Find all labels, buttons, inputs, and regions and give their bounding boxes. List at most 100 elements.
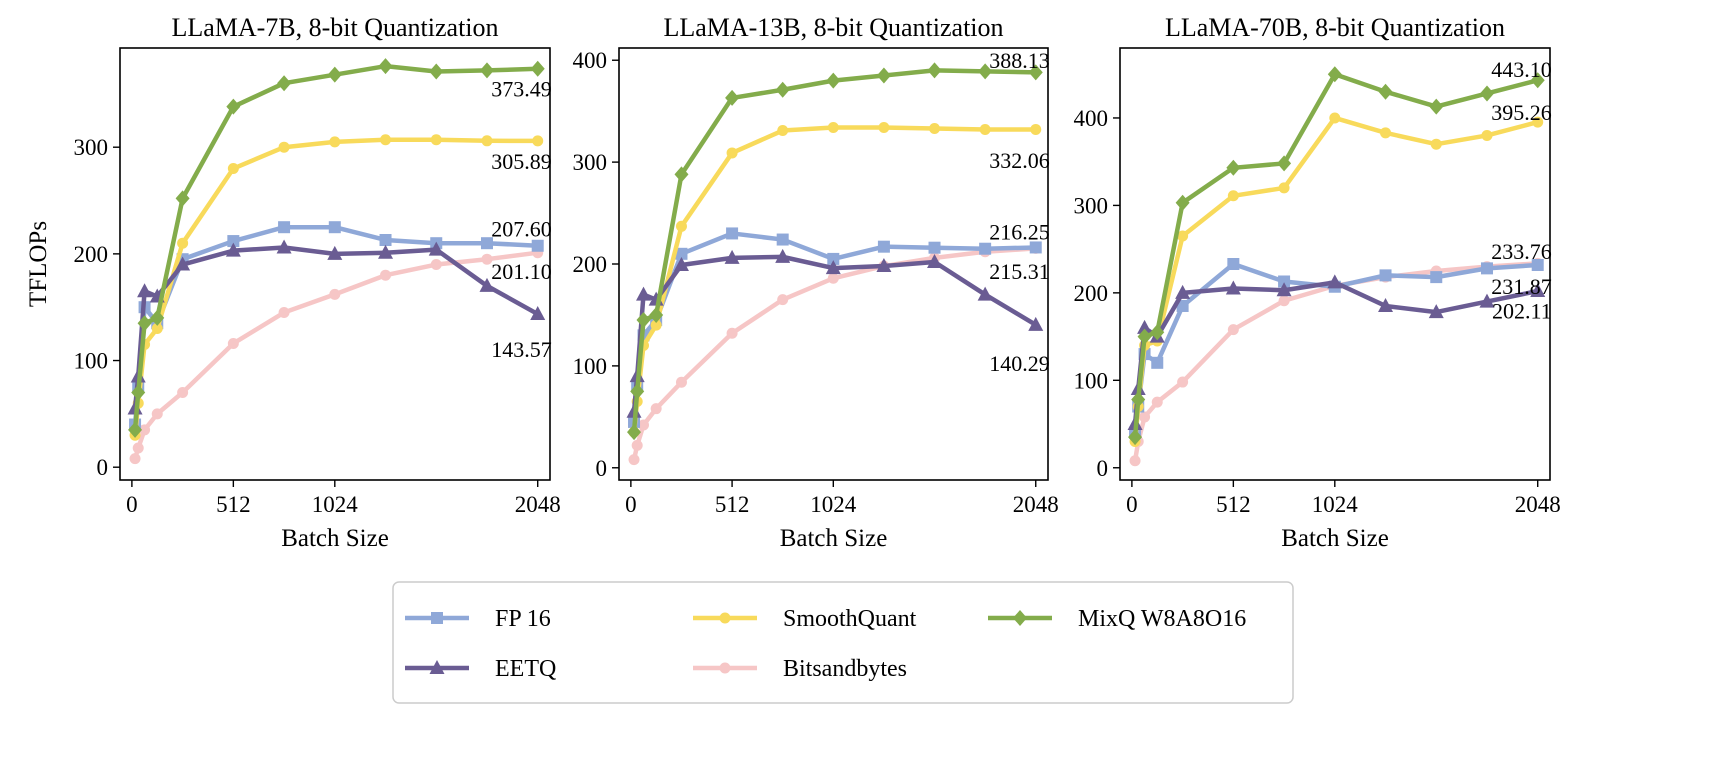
- data-point: [137, 283, 153, 298]
- data-point: [430, 259, 442, 271]
- data-point: [1151, 396, 1163, 408]
- series-line: [132, 245, 539, 409]
- data-point: [175, 256, 191, 271]
- data-point: [827, 121, 839, 133]
- x-axis-label: Batch Size: [780, 525, 888, 552]
- data-point: [480, 237, 493, 250]
- data-point: [1479, 293, 1495, 308]
- data-point: [131, 384, 146, 401]
- data-label: 395.26: [1491, 100, 1552, 125]
- data-label: 373.49: [491, 77, 552, 102]
- data-point: [628, 454, 640, 466]
- data-point: [1430, 271, 1443, 284]
- data-point: [129, 453, 141, 465]
- y-tick-label: 0: [97, 455, 109, 480]
- chart-title: LLaMA-13B, 8-bit Quantization: [663, 13, 1003, 42]
- data-point: [429, 63, 444, 80]
- legend-marker: [1013, 610, 1027, 626]
- data-point: [531, 239, 544, 252]
- series-eetq: [626, 248, 1044, 418]
- y-tick-label: 400: [573, 48, 608, 73]
- data-point: [1530, 283, 1546, 298]
- data-point: [726, 327, 738, 339]
- data-point: [1278, 275, 1291, 288]
- data-point: [278, 141, 290, 153]
- data-label: 215.31: [989, 259, 1050, 284]
- x-axis-label: Batch Size: [1281, 525, 1389, 552]
- legend-item-smoothquant: SmoothQuant: [693, 606, 917, 632]
- data-point: [1030, 123, 1042, 135]
- data-point: [1378, 83, 1393, 100]
- data-point: [150, 309, 165, 326]
- y-tick-label: 300: [573, 150, 608, 175]
- x-tick-label: 0: [1126, 492, 1138, 517]
- data-point: [1175, 194, 1190, 211]
- data-point: [1177, 230, 1189, 242]
- data-point: [1128, 429, 1143, 446]
- data-point: [327, 66, 342, 83]
- data-point: [1225, 280, 1241, 295]
- data-point: [1226, 159, 1241, 176]
- series-line: [132, 137, 538, 436]
- data-point: [777, 294, 789, 306]
- data-label: 207.60: [491, 216, 552, 241]
- legend-marker: [431, 612, 443, 624]
- data-point: [827, 252, 840, 265]
- data-point: [1028, 64, 1043, 81]
- series-fp-16: [628, 227, 1042, 428]
- series-line: [631, 254, 1037, 412]
- data-point: [378, 244, 394, 259]
- data-point: [878, 121, 890, 133]
- data-point: [674, 166, 689, 183]
- data-point: [177, 387, 189, 399]
- y-tick-label: 300: [1074, 193, 1109, 218]
- y-tick-label: 0: [1097, 456, 1109, 481]
- data-point: [927, 253, 943, 268]
- x-tick-label: 1024: [810, 492, 857, 517]
- data-point: [139, 424, 151, 436]
- y-tick-label: 100: [1074, 368, 1109, 393]
- data-point: [530, 306, 546, 321]
- legend-item-fp-16: FP 16: [405, 606, 551, 632]
- data-point: [827, 272, 839, 284]
- data-label: 202.11: [1492, 298, 1552, 323]
- data-point: [877, 240, 890, 253]
- legend-label: EETQ: [495, 656, 556, 682]
- data-point: [775, 81, 790, 98]
- data-point: [636, 312, 651, 329]
- data-point: [226, 98, 241, 115]
- data-point: [1227, 324, 1239, 336]
- series-line: [132, 63, 538, 431]
- y-tick-label: 100: [573, 354, 608, 379]
- data-label: 332.06: [989, 148, 1050, 173]
- data-point: [177, 237, 189, 249]
- x-tick-label: 2048: [515, 492, 561, 517]
- data-point: [1176, 299, 1189, 312]
- chart-panel-3: LLaMA-70B, 8-bit Quantization 0 512 1024 204…: [1074, 13, 1561, 552]
- y-axis-label: TFLOPs: [25, 221, 52, 307]
- data-point: [726, 147, 738, 159]
- data-point: [1428, 304, 1444, 319]
- legend-label: MixQ W8A8O16: [1078, 606, 1246, 632]
- data-point: [1131, 391, 1146, 408]
- series-line: [132, 250, 539, 460]
- data-point: [1029, 241, 1042, 254]
- data-label: 140.29: [989, 351, 1050, 376]
- data-point: [481, 253, 493, 265]
- data-point: [776, 233, 789, 246]
- data-point: [978, 63, 993, 80]
- data-point: [137, 315, 152, 332]
- legend-item-bitsandbytes: Bitsandbytes: [693, 656, 907, 682]
- series-mixq-w8a8o16: [1128, 66, 1545, 446]
- data-point: [638, 419, 650, 431]
- data-point: [1129, 455, 1141, 467]
- data-point: [1151, 356, 1164, 369]
- chart-panel-1: LLaMA-7B, 8-bit Quantization 0 512 1024 2048…: [25, 13, 561, 552]
- data-point: [479, 62, 494, 79]
- series-mixq-w8a8o16: [128, 58, 545, 438]
- legend-marker: [719, 662, 731, 674]
- data-point: [227, 235, 240, 248]
- data-point: [650, 403, 662, 415]
- data-point: [775, 248, 791, 263]
- x-tick-label: 1024: [1312, 492, 1359, 517]
